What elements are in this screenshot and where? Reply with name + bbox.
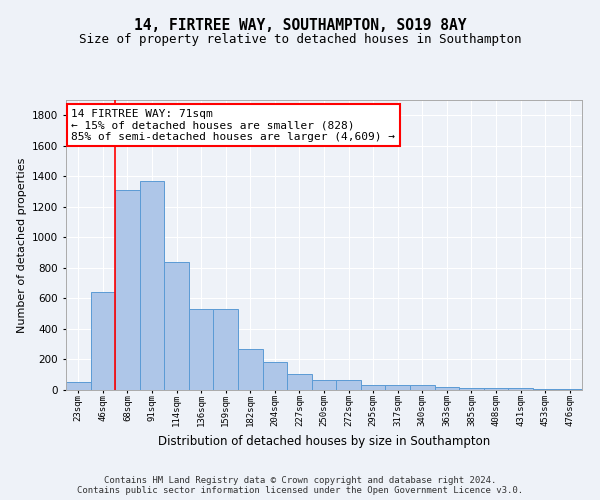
Bar (533, 389, 557, 390)
Bar (557, 389, 582, 390)
Y-axis label: Number of detached properties: Number of detached properties (17, 158, 26, 332)
Bar (287, 374, 312, 390)
Bar (66, 382, 91, 390)
Bar (336, 380, 361, 390)
Text: Size of property relative to detached houses in Southampton: Size of property relative to detached ho… (79, 32, 521, 46)
Bar (434, 387, 459, 390)
Bar (91, 292, 115, 390)
Bar (164, 262, 189, 390)
Bar (115, 190, 140, 390)
Bar (484, 388, 508, 390)
Bar (263, 362, 287, 390)
Bar (361, 384, 385, 390)
Text: 14, FIRTREE WAY, SOUTHAMPTON, SO19 8AY: 14, FIRTREE WAY, SOUTHAMPTON, SO19 8AY (134, 18, 466, 32)
X-axis label: Distribution of detached houses by size in Southampton: Distribution of detached houses by size … (158, 434, 490, 448)
Bar (214, 309, 238, 390)
Bar (508, 388, 533, 390)
Bar (312, 380, 336, 390)
Bar (385, 386, 410, 390)
Bar (238, 349, 263, 390)
Text: 14 FIRTREE WAY: 71sqm
← 15% of detached houses are smaller (828)
85% of semi-det: 14 FIRTREE WAY: 71sqm ← 15% of detached … (71, 108, 395, 142)
Text: Contains HM Land Registry data © Crown copyright and database right 2024.
Contai: Contains HM Land Registry data © Crown c… (77, 476, 523, 495)
Bar (189, 309, 214, 390)
Bar (459, 388, 484, 390)
Bar (140, 181, 164, 390)
Bar (410, 386, 434, 390)
